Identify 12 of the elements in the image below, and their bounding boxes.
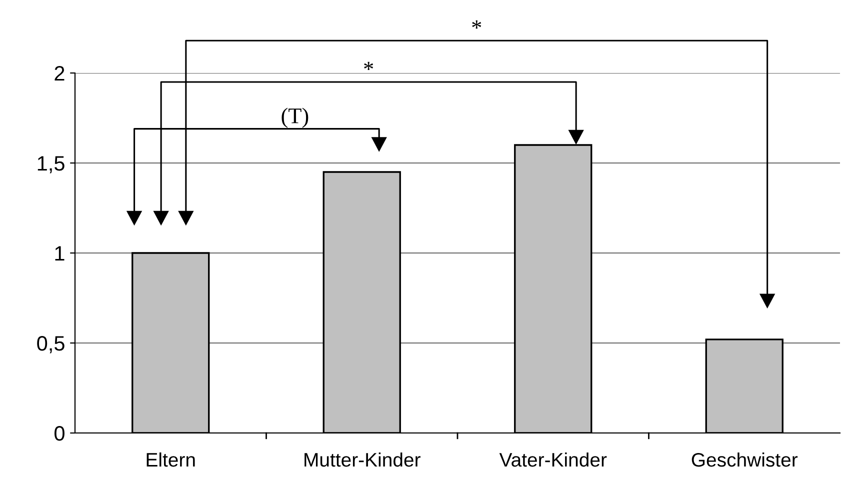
y-tick-label: 1,5 xyxy=(38,156,64,174)
text: * xyxy=(364,62,374,70)
y-tick-label: 1 xyxy=(55,246,64,261)
y-tick-label: 0,5 xyxy=(37,336,64,354)
annotation: (T) xyxy=(282,108,308,128)
x-tick-label: Vater-Kinder xyxy=(499,452,607,467)
y-tick-label: 2 xyxy=(54,66,64,81)
x-tick-label: Eltern xyxy=(146,452,195,467)
x-tick-label: Mutter-Kinder xyxy=(304,452,420,467)
y-tick-label: 0 xyxy=(54,426,64,441)
x-tick-label: Geschwister xyxy=(692,452,798,467)
text: * xyxy=(472,20,482,29)
